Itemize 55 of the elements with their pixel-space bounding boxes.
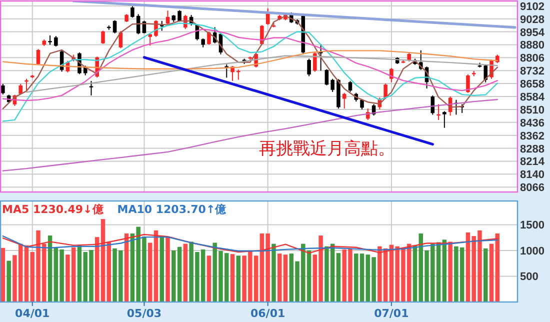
bar — [448, 242, 452, 302]
y-tick-label: 8658 — [520, 78, 544, 91]
bar — [489, 244, 494, 302]
x-tick-label: 06/01 — [250, 307, 286, 320]
bar — [6, 260, 11, 302]
bar — [24, 245, 29, 302]
annotation: 再挑戰近月高點。 — [259, 138, 395, 159]
y-tick-label: 8214 — [520, 156, 546, 168]
bar — [183, 244, 188, 302]
bar — [100, 219, 106, 302]
y-tick-label: 8880 — [520, 40, 544, 52]
y-tick-label: 8806 — [520, 52, 544, 65]
x-tick-label: 04/01 — [15, 307, 50, 320]
bar — [206, 256, 212, 302]
bar — [0, 248, 6, 302]
bar — [106, 242, 112, 302]
y-tick-label: 8732 — [520, 66, 544, 78]
bar — [95, 237, 100, 302]
bar — [283, 254, 288, 302]
text: MA5 1230.49↓億 — [2, 203, 104, 216]
text: MA10 1203.70↑億 — [117, 203, 228, 216]
y-tick-label: 8066 — [520, 182, 544, 194]
bar — [48, 236, 52, 302]
x-tick-label: 05/03 — [126, 307, 162, 320]
bar — [124, 233, 129, 302]
y-tick-label: 8140 — [520, 169, 544, 182]
bar — [236, 256, 241, 302]
y-tick-label: 9102 — [520, 0, 544, 13]
y-tick-label: 8436 — [520, 117, 544, 130]
y-tick-label: 8510 — [520, 104, 544, 116]
y-tick-label: 500 — [520, 271, 538, 284]
bar — [154, 230, 158, 302]
y-tick-label: 8954 — [520, 26, 546, 39]
bar — [148, 242, 152, 302]
y-tick-label: 1000 — [520, 245, 544, 258]
bar — [160, 236, 164, 302]
bar — [442, 240, 447, 302]
bar — [336, 253, 341, 302]
bar — [230, 254, 235, 302]
bar — [166, 237, 170, 302]
bar — [277, 254, 282, 302]
y-tick-label: 9028 — [520, 14, 544, 26]
line-series — [26, 55, 498, 93]
bar — [484, 248, 488, 302]
x-tick-label: 07/01 — [374, 307, 409, 320]
bar — [412, 245, 418, 302]
y-tick-label: 1500 — [520, 220, 544, 232]
y-tick-label: 8584 — [520, 92, 546, 104]
bar — [495, 233, 500, 302]
y-tick-label: 8362 — [520, 130, 544, 142]
line-series — [2, 98, 498, 172]
y-tick-label: 8288 — [520, 143, 544, 156]
bar — [272, 244, 276, 302]
bar — [354, 254, 358, 302]
bar — [360, 254, 364, 302]
